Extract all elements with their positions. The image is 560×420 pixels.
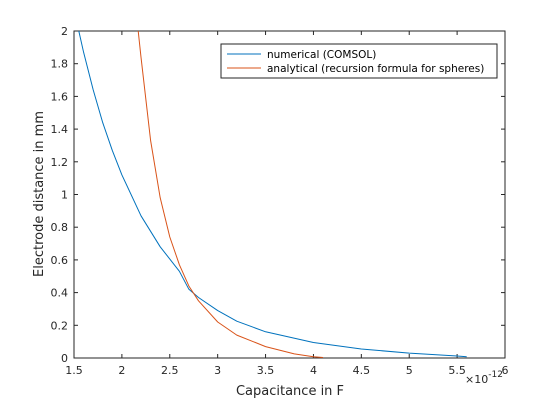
legend-box	[220, 43, 498, 79]
x-tick-label: 6	[502, 364, 509, 377]
y-tick-label: 0.2	[51, 319, 69, 332]
y-tick-label: 0.6	[51, 254, 69, 267]
x-tick-label: 4.5	[353, 364, 371, 377]
x-tick-label: 2.5	[161, 364, 179, 377]
y-axis-label: Electrode distance in mm	[32, 111, 47, 277]
x-tick-label: 5.5	[448, 364, 466, 377]
y-tick-label: 1.6	[51, 90, 69, 103]
legend-entry: numerical (COMSOL)	[267, 49, 376, 61]
x-exponent-power: -12	[488, 370, 503, 380]
series-line-numerical	[78, 30, 467, 358]
x-exponent-base: ×10	[465, 373, 488, 386]
y-tick-label: 1	[61, 189, 68, 202]
y-tick-label: 0	[61, 352, 68, 365]
legend: numerical (COMSOL) analytical (recursion …	[220, 43, 498, 79]
x-tick-label: 5	[406, 364, 413, 377]
plot-area	[73, 30, 506, 359]
plot-frame	[73, 30, 506, 359]
x-axis-label: Capacitance in F	[236, 384, 344, 399]
x-tick-label: 4	[310, 364, 317, 377]
legend-entry: analytical (recursion formula for sphere…	[267, 63, 484, 75]
x-tick-label: 3	[214, 364, 221, 377]
x-tick-label: 2	[118, 364, 125, 377]
y-tick-label: 1.2	[51, 156, 69, 169]
axes: 1.5 2 2.5 3 3.5 4 4.5 5 5.5 6 0 0.2 0.4 0.6 0.8 1 1.2 1.4…	[51, 25, 509, 377]
y-tick-label: 1.4	[51, 123, 69, 136]
series-line-analytical	[137, 30, 324, 358]
x-exponent-label: ×10-12	[465, 370, 503, 386]
y-tick-label: 1.8	[51, 58, 69, 71]
y-tick-label: 0.8	[51, 221, 69, 234]
series-group	[78, 30, 467, 358]
y-tick-label: 2	[61, 25, 68, 38]
x-tick-label: 3.5	[257, 364, 275, 377]
x-tick-label: 1.5	[65, 364, 83, 377]
y-tick-label: 0.4	[51, 287, 69, 300]
